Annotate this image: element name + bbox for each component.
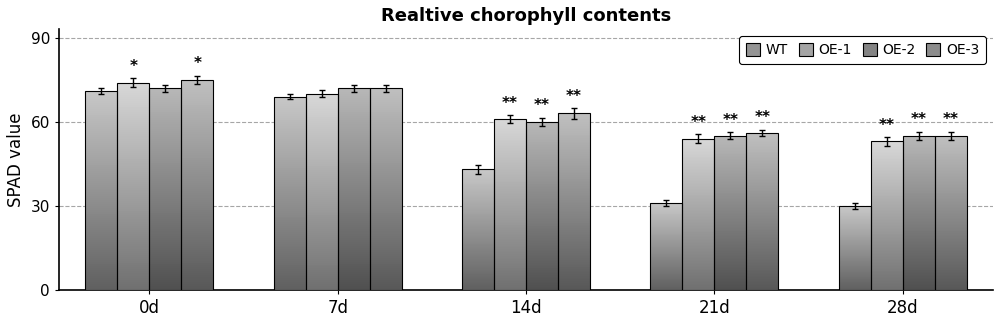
Y-axis label: SPAD value: SPAD value xyxy=(7,112,25,207)
Bar xyxy=(714,136,746,290)
Bar xyxy=(338,88,370,290)
Text: **: ** xyxy=(534,98,550,113)
Bar xyxy=(526,122,558,290)
Bar xyxy=(558,113,590,290)
Text: **: ** xyxy=(690,115,706,130)
Bar xyxy=(871,142,903,290)
Text: **: ** xyxy=(879,118,895,133)
Text: **: ** xyxy=(911,112,927,127)
Bar xyxy=(650,203,682,290)
Text: **: ** xyxy=(566,88,582,104)
Text: *: * xyxy=(129,59,137,74)
Bar xyxy=(85,91,117,290)
Bar xyxy=(274,97,306,290)
Bar xyxy=(306,94,338,290)
Text: **: ** xyxy=(943,112,959,127)
Text: **: ** xyxy=(754,110,770,125)
Text: **: ** xyxy=(722,113,738,128)
Bar xyxy=(903,136,935,290)
Bar xyxy=(149,88,181,290)
Bar xyxy=(370,88,402,290)
Bar xyxy=(682,139,714,290)
Title: Realtive chorophyll contents: Realtive chorophyll contents xyxy=(381,7,671,25)
Bar xyxy=(181,80,213,290)
Bar xyxy=(839,206,871,290)
Bar xyxy=(935,136,967,290)
Text: *: * xyxy=(193,56,201,71)
Text: **: ** xyxy=(502,96,518,110)
Bar xyxy=(117,83,149,290)
Bar xyxy=(494,119,526,290)
Bar xyxy=(746,133,778,290)
Bar xyxy=(462,169,494,290)
Legend: WT, OE-1, OE-2, OE-3: WT, OE-1, OE-2, OE-3 xyxy=(739,36,986,64)
